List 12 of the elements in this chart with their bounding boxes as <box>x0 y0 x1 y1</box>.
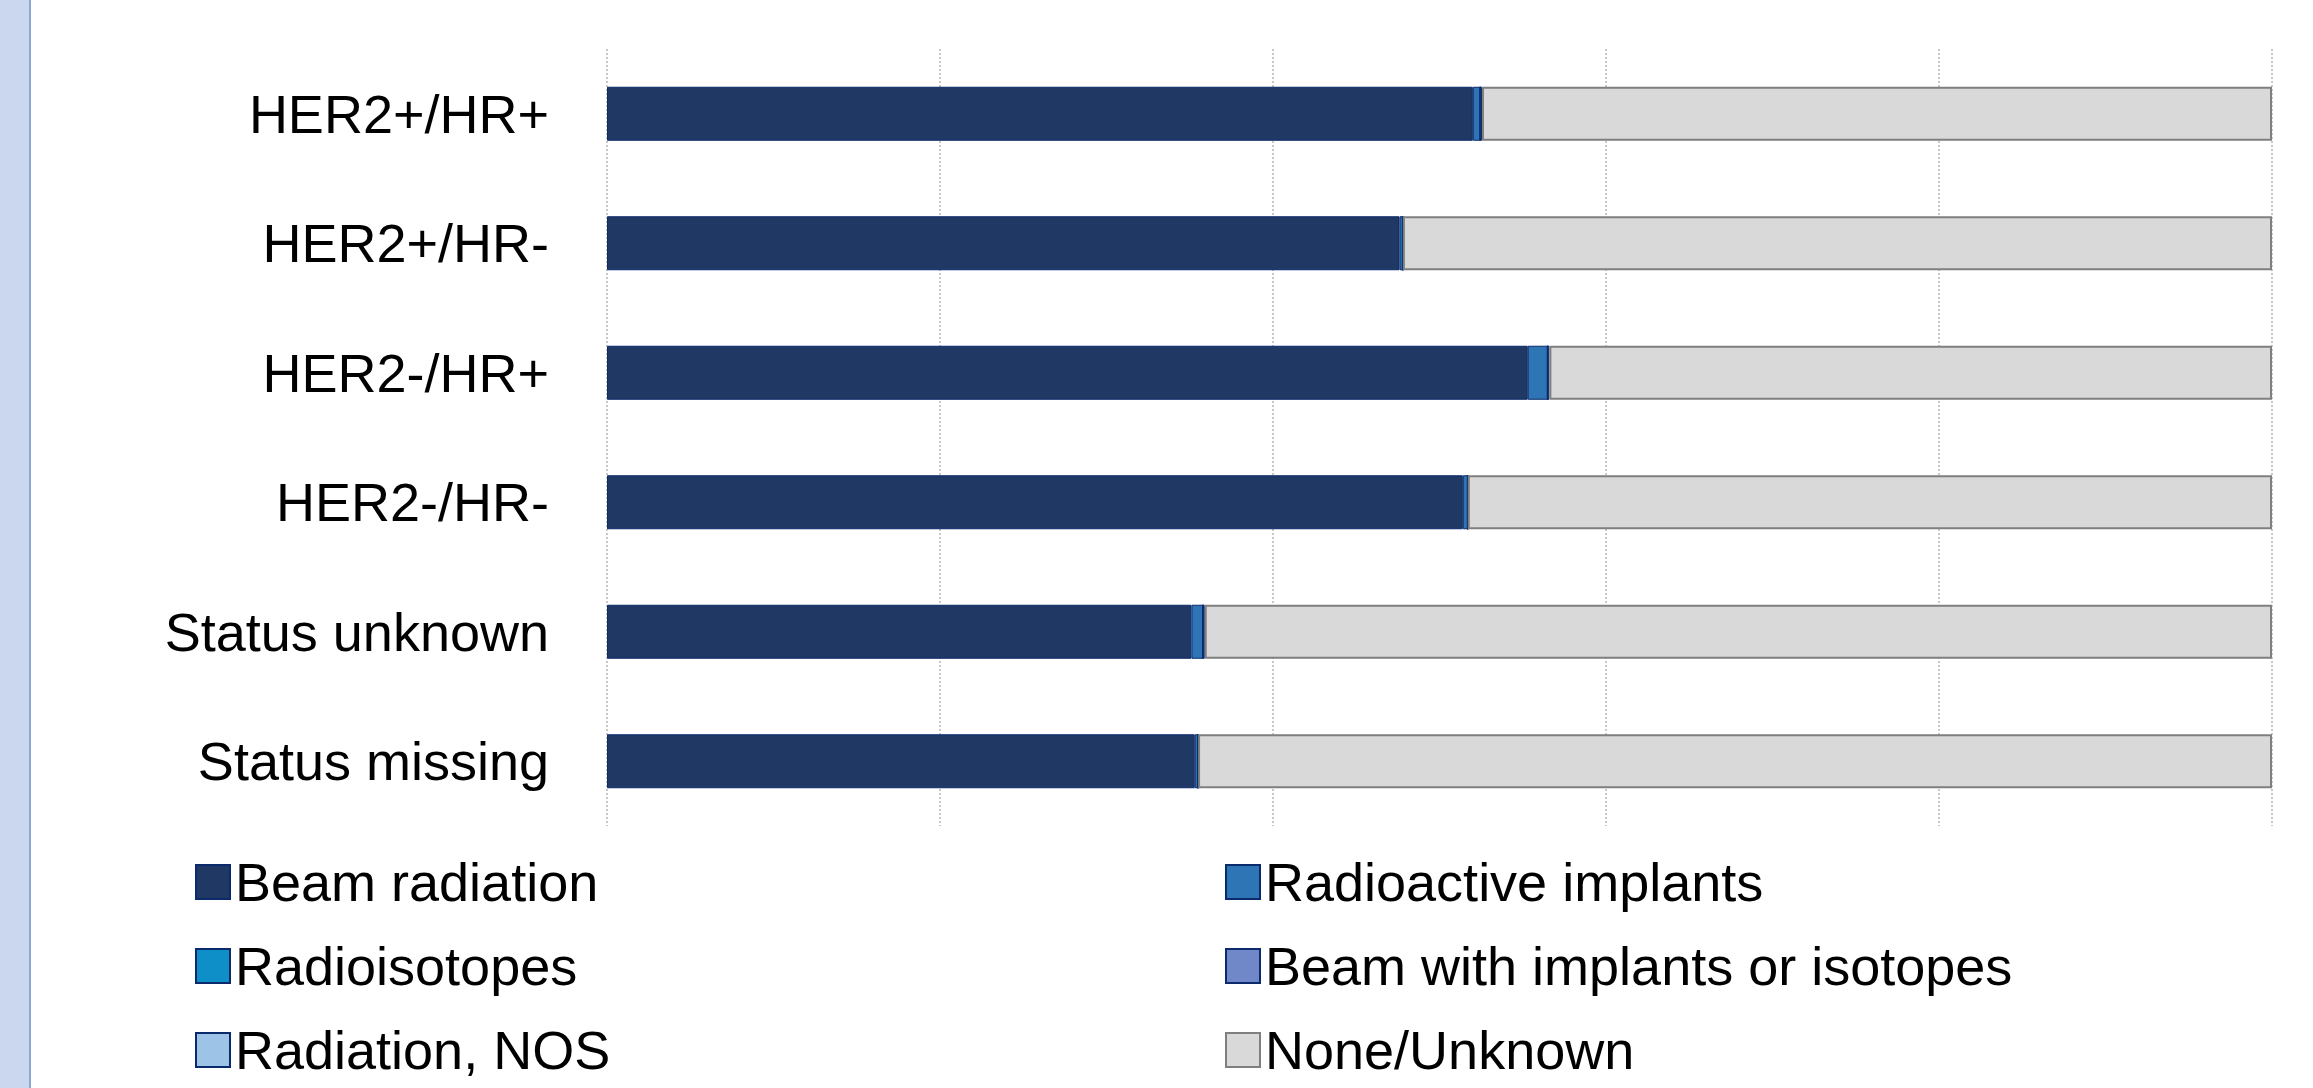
y-tick-label: HER2-/HR+ <box>262 342 549 403</box>
legend-label: Beam with implants or isotopes <box>1265 936 2013 996</box>
y-tick-label: HER2+/HR+ <box>248 83 549 144</box>
legend-label: Radioactive implants <box>1265 852 1764 912</box>
y-tick-label: HER2+/HR- <box>262 213 549 274</box>
y-tick-label: Status unknown <box>164 601 549 662</box>
legend-label: None/Unknown <box>1265 1020 1635 1080</box>
legend-label: Radiation, NOS <box>235 1020 611 1080</box>
legend-label: Beam radiation <box>235 852 599 912</box>
y-tick-label: Status missing <box>197 731 549 792</box>
y-tick-label: HER2-/HR- <box>275 472 549 533</box>
legend-label: Radioisotopes <box>235 936 578 996</box>
